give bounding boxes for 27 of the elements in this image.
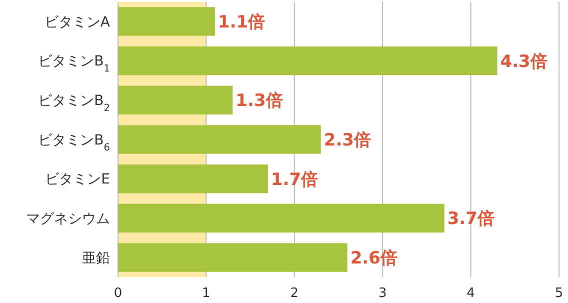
x-tick-label: 2 xyxy=(290,286,299,301)
data-label: 2.3倍 xyxy=(324,130,371,150)
data-label: 3.7倍 xyxy=(447,209,494,230)
data-label: 1.1倍 xyxy=(218,12,266,32)
x-tick-label: 5 xyxy=(554,286,564,301)
bar xyxy=(118,125,321,154)
bar xyxy=(118,204,444,233)
data-label: 1.7倍 xyxy=(270,170,318,190)
x-tick-label: 4 xyxy=(466,286,475,301)
x-tick-label: 3 xyxy=(378,286,387,301)
data-label: 4.3倍 xyxy=(500,52,548,72)
bar xyxy=(118,164,268,194)
bar xyxy=(118,46,498,76)
x-tick-label: 1 xyxy=(202,286,210,301)
bar xyxy=(118,86,233,115)
y-tick-label: マグネシウム xyxy=(26,211,110,228)
bar xyxy=(118,243,348,272)
data-label: 2.6倍 xyxy=(350,248,398,268)
y-tick-label: 亜鉛 xyxy=(82,250,110,266)
y-tick-label: ビタミンB$_{6}$ xyxy=(38,132,110,153)
y-tick-label: ビタミンE xyxy=(45,172,110,188)
y-tick-label: ビタミンB$_{1}$ xyxy=(38,54,110,74)
y-tick-label: ビタミンB$_{2}$ xyxy=(38,93,110,114)
bar xyxy=(118,7,216,36)
y-tick-label: ビタミンA xyxy=(44,14,110,30)
x-tick-label: 0 xyxy=(114,286,122,301)
data-label: 1.3倍 xyxy=(236,91,283,112)
